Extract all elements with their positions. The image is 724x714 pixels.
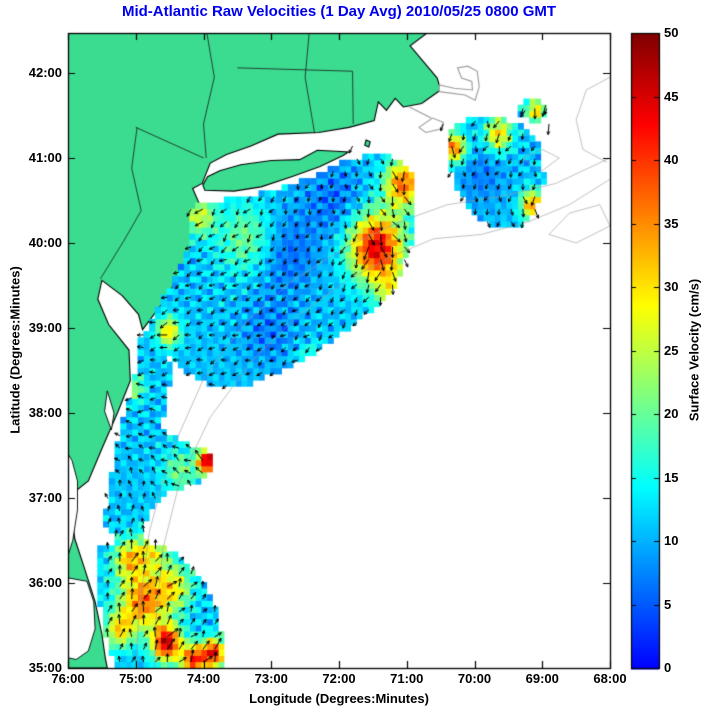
x-tick-label: 68:00 bbox=[593, 671, 627, 686]
colorbar-tick-label: 5 bbox=[664, 596, 672, 612]
colorbar-tick-label: 20 bbox=[664, 406, 679, 421]
y-tick-label: 36:00 bbox=[28, 574, 62, 590]
x-tick-label: 76:00 bbox=[51, 671, 85, 686]
colorbar-tick-label: 25 bbox=[664, 342, 679, 358]
colorbar-tick-label: 50 bbox=[664, 25, 679, 40]
x-tick-label: 70:00 bbox=[457, 671, 492, 686]
y-tick-label: 35:00 bbox=[28, 660, 62, 675]
x-tick-label: 75:00 bbox=[119, 671, 153, 686]
colorbar-tick-label: 30 bbox=[664, 279, 679, 294]
x-tick-label: 71:00 bbox=[390, 671, 424, 686]
chart-title: Mid-Atlantic Raw Velocities (1 Day Avg) … bbox=[121, 3, 557, 20]
x-tick-label: 74:00 bbox=[186, 671, 221, 686]
y-tick-label: 41:00 bbox=[28, 149, 62, 165]
x-tick-label: 72:00 bbox=[322, 671, 356, 686]
x-axis-label: Longitude (Degrees:Minutes) bbox=[249, 691, 429, 706]
y-tick-label: 39:00 bbox=[28, 319, 62, 335]
colorbar-tick-label: 40 bbox=[664, 152, 679, 167]
colorbar-tick-label: 45 bbox=[664, 88, 679, 104]
colorbar-tick-label: 0 bbox=[664, 660, 672, 675]
x-tick-label: 73:00 bbox=[254, 671, 288, 686]
y-tick-label: 37:00 bbox=[28, 489, 62, 505]
x-tick-label: 69:00 bbox=[525, 671, 559, 686]
y-tick-label: 42:00 bbox=[28, 64, 62, 80]
colorbar-tick-label: 35 bbox=[664, 215, 679, 231]
y-tick-label: 40:00 bbox=[28, 234, 62, 250]
colorbar-tick-label: 15 bbox=[664, 469, 679, 485]
y-tick-label: 38:00 bbox=[28, 404, 62, 420]
colorbar-tick-label: 10 bbox=[664, 533, 679, 548]
